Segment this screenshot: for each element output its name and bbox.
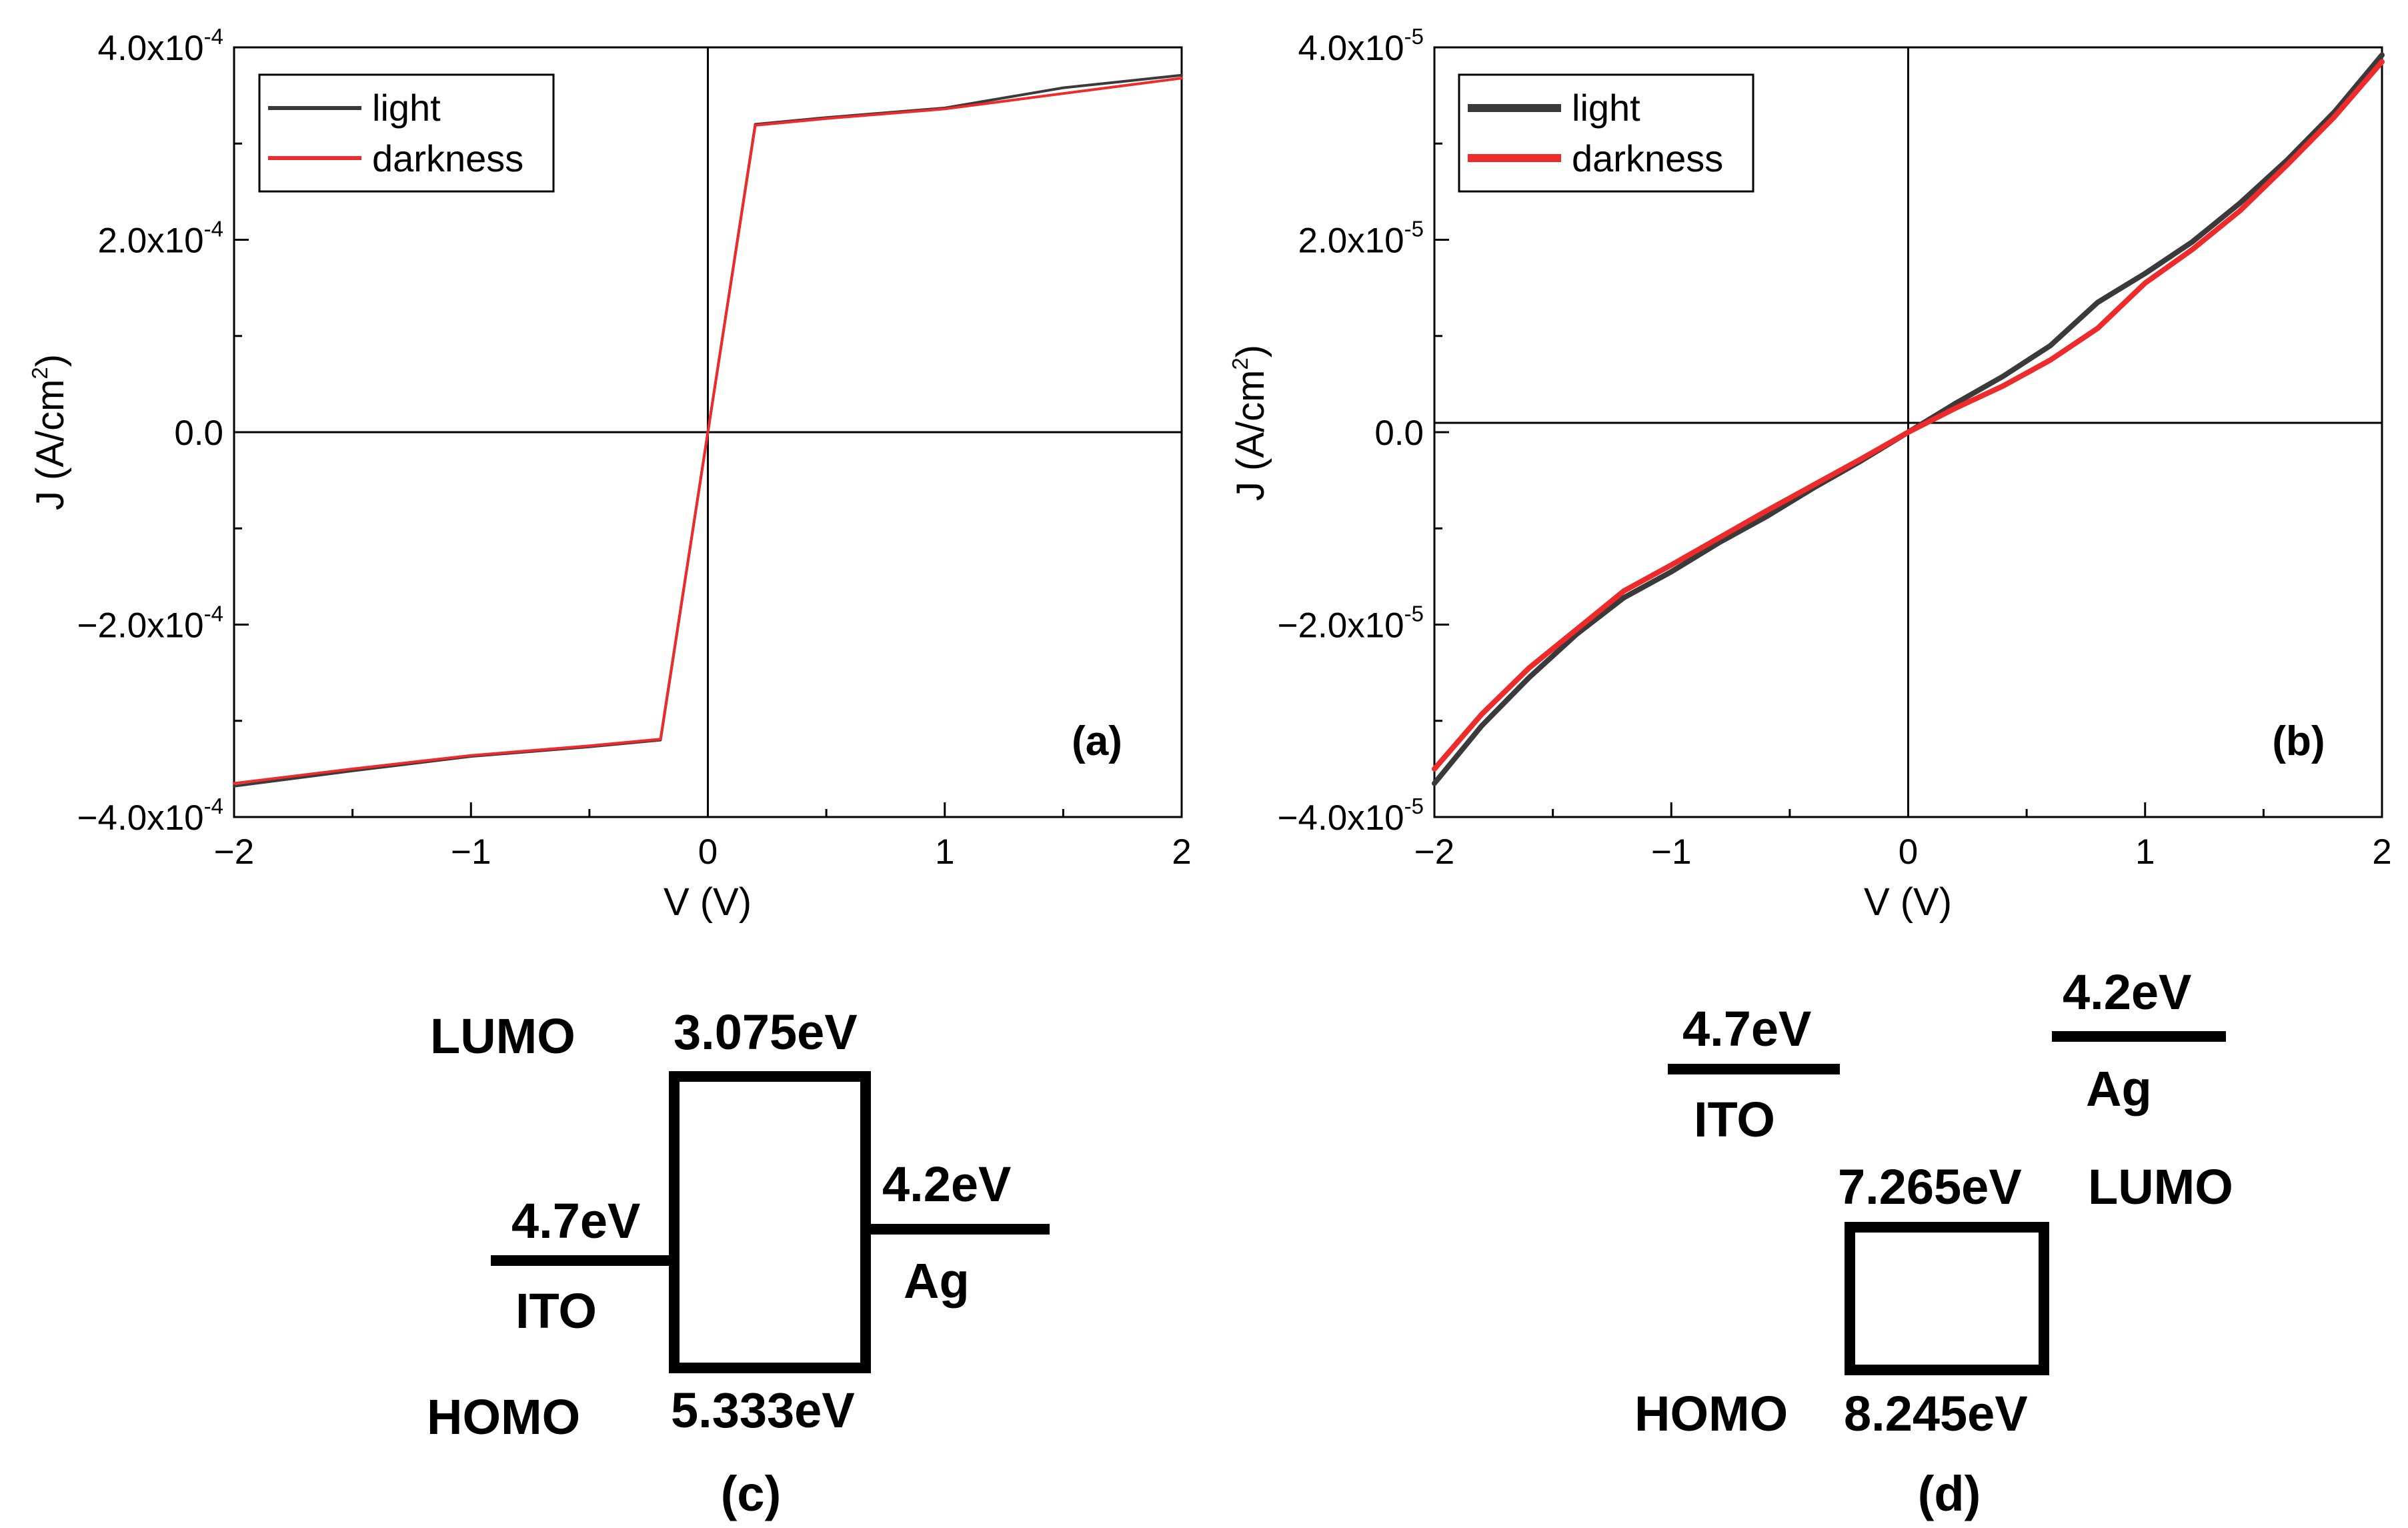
diagram-d-ito-label: ITO xyxy=(1694,1092,1775,1147)
energy-diagram-d: 4.7eV ITO 4.2eV Ag 7.265eV LUMO HOMO 8.2… xyxy=(1634,964,2233,1521)
chart-a-ylabel: J (A/cm2) xyxy=(27,354,72,510)
chart-a-ytick-label: 0.0 xyxy=(174,414,223,453)
chart-b-panel-label: (b) xyxy=(2272,718,2325,764)
chart-a-series-darkness xyxy=(233,77,1183,785)
diagram-c-ag-label: Ag xyxy=(904,1253,970,1309)
chart-a-xtick-label: −2 xyxy=(214,832,254,872)
chart-a: −2 −1 0 1 2 4.0x10-4 2.0x10-4 0.0 −2.0x10-4 −4.0x… xyxy=(27,24,1192,924)
chart-b-xtick-label: 2 xyxy=(2372,832,2391,872)
chart-b-ticks: −2 −1 0 1 2 4.0x10-5 2.0x10-5 0.0 −2.0x10-5 −4.0x… xyxy=(1278,24,2392,872)
chart-a-xtick-label: 0 xyxy=(698,832,718,872)
diagram-c-homo-value: 5.333eV xyxy=(671,1383,855,1438)
chart-a-legend: light darkness xyxy=(258,73,555,193)
chart-a-xlabel: V (V) xyxy=(664,880,752,924)
diagram-d-ito-value: 4.7eV xyxy=(1682,1001,1811,1056)
chart-b-legend-darkness-label: darkness xyxy=(1572,137,1723,179)
chart-a-ticks: −2 −1 0 1 2 4.0x10-4 2.0x10-4 0.0 −2.0x10-4 −4.0x… xyxy=(77,24,1192,872)
chart-a-xtick-label: 2 xyxy=(1172,832,1191,872)
chart-b-xtick-label: −2 xyxy=(1414,832,1454,872)
chart-b-ytick-label: 0.0 xyxy=(1374,414,1424,453)
chart-b-legend: light darkness xyxy=(1458,73,1754,193)
chart-b: −2 −1 0 1 2 4.0x10-5 2.0x10-5 0.0 −2.0x10-5 −4.0x… xyxy=(1228,24,2392,924)
chart-b-series xyxy=(1432,52,2385,786)
chart-b-legend-box xyxy=(1458,73,1754,193)
diagram-d-homo-value: 8.245eV xyxy=(1844,1386,2028,1441)
diagram-c-panel-label: (c) xyxy=(721,1466,781,1521)
diagram-d-ag-label: Ag xyxy=(2086,1061,2152,1116)
chart-b-ytick-label: −2.0x10-5 xyxy=(1278,602,1424,646)
diagram-c-lumo-value: 3.075eV xyxy=(674,1004,858,1060)
chart-a-ytick-label: −2.0x10-4 xyxy=(77,602,223,646)
chart-b-xlabel: V (V) xyxy=(1864,880,1952,924)
chart-b-xtick-label: −1 xyxy=(1651,832,1691,872)
diagram-d-homo-label: HOMO xyxy=(1634,1386,1788,1441)
chart-a-legend-box xyxy=(258,73,555,193)
diagram-c-homo-label: HOMO xyxy=(427,1389,580,1445)
diagram-c-ito-value: 4.7eV xyxy=(511,1193,640,1249)
chart-a-ytick-label: 2.0x10-4 xyxy=(98,217,223,261)
chart-b-series-darkness xyxy=(1432,59,2385,772)
diagram-c-lumo-label: LUMO xyxy=(430,1008,575,1064)
chart-a-xtick-label: 1 xyxy=(935,832,954,872)
chart-b-ytick-label: 2.0x10-5 xyxy=(1298,217,1424,261)
chart-a-ytick-label: −4.0x10-4 xyxy=(77,794,223,838)
chart-a-panel-label: (a) xyxy=(1072,718,1122,764)
energy-diagram-c: LUMO 3.075eV 4.7eV ITO 4.2eV Ag HOMO 5.3… xyxy=(427,1004,1050,1521)
chart-b-ytick-label: 4.0x10-5 xyxy=(1298,24,1424,68)
chart-b-ytick-label: −4.0x10-5 xyxy=(1278,794,1424,838)
chart-a-legend-light-label: light xyxy=(372,87,441,129)
chart-a-series xyxy=(233,73,1183,788)
diagram-c-band-box xyxy=(669,1071,871,1373)
diagram-d-band-box xyxy=(1845,1222,2049,1375)
chart-a-ytick-label: 4.0x10-4 xyxy=(98,24,223,68)
diagram-d-lumo-value: 7.265eV xyxy=(1838,1159,2022,1215)
chart-a-xtick-label: −1 xyxy=(451,832,491,872)
diagram-c-ito-label: ITO xyxy=(515,1283,597,1339)
chart-b-legend-light-label: light xyxy=(1572,87,1640,129)
chart-a-legend-darkness-label: darkness xyxy=(372,137,523,179)
diagram-d-lumo-label: LUMO xyxy=(2088,1159,2233,1215)
diagram-d-panel-label: (d) xyxy=(1918,1466,1981,1521)
diagram-c-ag-value: 4.2eV xyxy=(882,1157,1011,1212)
chart-b-xtick-label: 1 xyxy=(2135,832,2155,872)
chart-b-ylabel: J (A/cm2) xyxy=(1228,345,1272,501)
diagram-d-ag-value: 4.2eV xyxy=(2063,964,2191,1020)
chart-b-xtick-label: 0 xyxy=(1899,832,1918,872)
